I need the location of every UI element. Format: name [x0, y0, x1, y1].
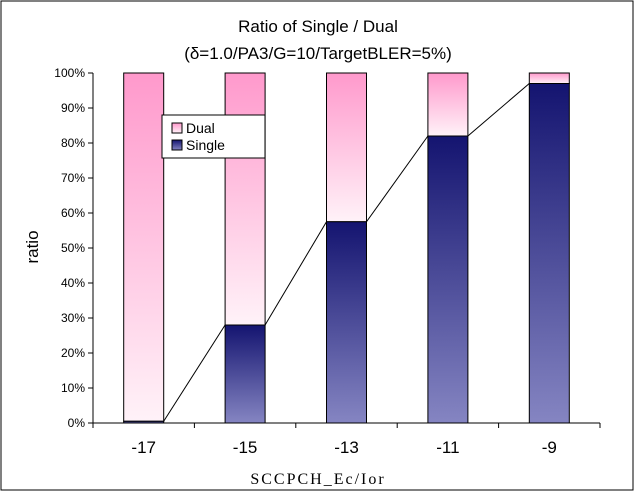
y-tick-label: 20% [61, 346, 85, 360]
bar-dual [224, 72, 266, 326]
bar-single [326, 221, 367, 424]
bar-single [528, 83, 570, 424]
bar-single [123, 420, 165, 424]
bar-single [427, 135, 469, 424]
legend-label-dual: Dual [186, 120, 215, 136]
x-tick-label: -17 [131, 438, 156, 457]
y-tick-label: 30% [61, 311, 85, 325]
legend-box [161, 114, 266, 159]
trend-line-segment [264, 221, 327, 326]
y-tick-label: 50% [61, 241, 85, 255]
y-tick-label: 0% [68, 416, 86, 430]
bar-dual [123, 72, 165, 422]
bar-single [224, 324, 266, 424]
legend-swatch-dual [171, 122, 183, 134]
bar-dual [427, 72, 469, 137]
y-tick-label: 60% [61, 206, 85, 220]
legend-swatch-single [171, 139, 183, 151]
legend-label-single: Single [186, 137, 225, 153]
y-tick-label: 40% [61, 276, 85, 290]
x-axis-label: SCCPCH_Ec/Ior [250, 471, 385, 488]
trend-line-segment [163, 324, 226, 422]
x-tick-label: -9 [542, 438, 557, 457]
trend-line-segment [366, 135, 429, 223]
y-axis-label: ratio [23, 230, 42, 263]
chart-subtitle: (δ=1.0/PA3/G=10/TargetBLER=5%) [184, 44, 452, 63]
plot-area: 0% 10% 20% 30% 40% 50% 60% 70% 80% 90% 100% -17 -15 -… [54, 66, 601, 457]
y-tick-label: 80% [61, 136, 85, 150]
x-tick-label: -15 [233, 438, 258, 457]
trend-line-segment [467, 83, 530, 137]
x-tick-label: -11 [436, 438, 459, 457]
y-tick-label: 100% [54, 66, 85, 80]
bar-dual [326, 72, 367, 223]
y-tick-label: 90% [61, 101, 85, 115]
chart-title: Ratio of Single / Dual [238, 17, 398, 36]
x-tick-label: -13 [334, 438, 359, 457]
y-tick-label: 10% [61, 381, 85, 395]
bar-dual [528, 72, 570, 84]
y-tick-label: 70% [61, 171, 85, 185]
